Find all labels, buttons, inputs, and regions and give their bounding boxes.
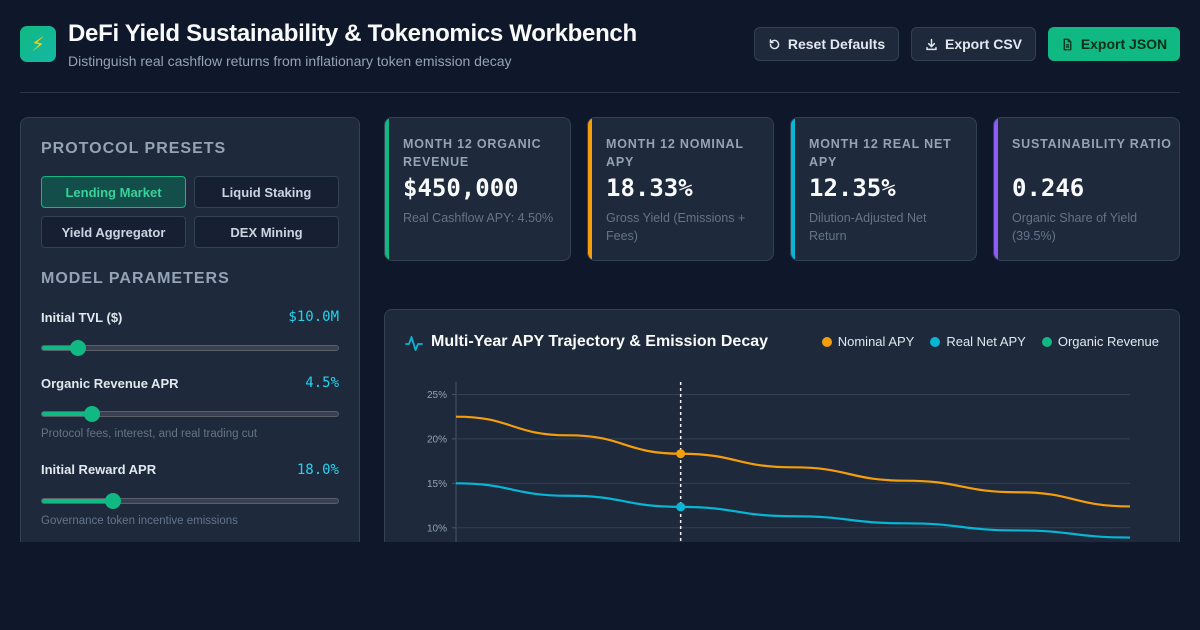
kpi-value: $450,000 — [403, 174, 519, 202]
reward-apr-value: 18.0% — [296, 462, 339, 478]
organic-revenue-value: 4.5% — [305, 375, 339, 391]
page-subtitle: Distinguish real cashflow returns from i… — [68, 53, 512, 69]
organic-revenue-slider-thumb[interactable] — [84, 406, 101, 422]
reward-apr-help: Governance token incentive emissions — [41, 515, 238, 527]
kpi-subtext: Dilution-Adjusted Net Return — [809, 211, 927, 243]
chart-legend: Nominal APY Real Net APY Organic Revenue — [821, 334, 1159, 349]
kpi-label: MONTH 12 NOMINAL APY — [606, 137, 744, 169]
tvl-label: Initial TVL ($) — [41, 310, 123, 325]
kpi-value: 12.35% — [809, 174, 896, 202]
reward-apr-slider-fill — [42, 499, 114, 503]
file-icon — [1063, 38, 1072, 50]
kpi-subtext: Real Cashflow APY: 4.50% — [403, 211, 554, 225]
y-tick-label: 10% — [427, 523, 447, 534]
tvl-slider-thumb[interactable] — [69, 340, 86, 356]
highlight-point-real-net-apy — [676, 502, 686, 512]
apy-line-chart[interactable]: 25% 20% 15% 10% — [385, 310, 1180, 549]
reset-icon — [769, 38, 780, 49]
page-background — [0, 542, 1200, 630]
download-icon — [926, 38, 937, 50]
legend-item-nominal-apy[interactable]: Nominal APY — [821, 334, 915, 349]
organic-revenue-slider-fill — [42, 412, 93, 416]
export-csv-label: Export CSV — [944, 36, 1022, 52]
series-line-real-net-apy — [455, 482, 1131, 539]
kpi-accent-bar — [385, 118, 389, 260]
export-json-label: Export JSON — [1080, 36, 1168, 52]
organic-revenue-label: Organic Revenue APR — [41, 376, 179, 391]
tvl-slider[interactable] — [41, 340, 339, 356]
organic-revenue-help: Protocol fees, interest, and real tradin… — [41, 428, 258, 440]
y-tick-label: 15% — [427, 479, 447, 490]
preset-liquid-staking[interactable]: Liquid Staking — [194, 176, 339, 208]
legend-item-real-net-apy[interactable]: Real Net APY — [930, 334, 1026, 349]
legend-label: Nominal APY — [837, 334, 915, 349]
activity-icon — [405, 336, 423, 351]
reset-defaults-button[interactable]: Reset Defaults — [754, 27, 899, 61]
kpi-label: MONTH 12 REAL NET APY — [809, 137, 952, 169]
kpi-subtext: Gross Yield (Emissions + Fees) — [606, 211, 746, 243]
organic-revenue-slider[interactable] — [41, 406, 339, 422]
chart-title: Multi-Year APY Trajectory & Emission Dec… — [431, 333, 769, 350]
legend-item-organic-revenue[interactable]: Organic Revenue — [1041, 334, 1159, 349]
parameters-section-title: MODEL PARAMETERS — [41, 270, 230, 287]
highlight-point-nominal-apy — [676, 449, 686, 459]
kpi-value: 18.33% — [606, 174, 693, 202]
export-csv-button[interactable]: Export CSV — [911, 27, 1036, 61]
export-json-button[interactable]: Export JSON — [1048, 27, 1180, 61]
kpi-accent-bar — [588, 118, 592, 260]
y-tick-label: 20% — [427, 434, 447, 445]
legend-label: Real Net APY — [946, 334, 1026, 349]
preset-dex-mining[interactable]: DEX Mining — [194, 216, 339, 248]
legend-dot — [1041, 336, 1052, 347]
reset-defaults-label: Reset Defaults — [787, 36, 886, 52]
reward-apr-slider-thumb[interactable] — [105, 493, 122, 509]
kpi-label: SUSTAINABILITY RATIO — [1012, 137, 1172, 151]
kpi-accent-bar — [994, 118, 998, 260]
preset-yield-aggregator[interactable]: Yield Aggregator — [41, 216, 186, 248]
lightning-icon: ⚡ — [20, 26, 56, 62]
kpi-card-nominal-apy: MONTH 12 NOMINAL APY 18.33% Gross Yield … — [587, 117, 774, 261]
legend-dot — [821, 336, 832, 347]
tvl-value: $10.0M — [288, 309, 339, 325]
controls-sidebar: PROTOCOL PRESETS Lending Market Liquid S… — [20, 117, 360, 547]
legend-dot — [930, 336, 941, 347]
preset-lending-market[interactable]: Lending Market — [41, 176, 186, 208]
tvl-slider-fill — [42, 346, 78, 350]
apy-chart-panel: Multi-Year APY Trajectory & Emission Dec… — [384, 309, 1180, 549]
kpi-accent-bar — [791, 118, 795, 260]
reward-apr-slider[interactable] — [41, 493, 339, 509]
kpi-card-sustainability-ratio: SUSTAINABILITY RATIO 0.246 Organic Share… — [993, 117, 1180, 261]
kpi-value: 0.246 — [1012, 174, 1085, 202]
kpi-card-organic-revenue: MONTH 12 ORGANIC REVENUE $450,000 Real C… — [384, 117, 571, 261]
reward-apr-label: Initial Reward APR — [41, 462, 157, 477]
series-line-nominal-apy — [455, 415, 1131, 508]
kpi-label: MONTH 12 ORGANIC REVENUE — [403, 137, 542, 169]
app-header: ⚡ DeFi Yield Sustainability & Tokenomics… — [20, 18, 1180, 93]
presets-section-title: PROTOCOL PRESETS — [41, 140, 227, 157]
legend-label: Organic Revenue — [1057, 334, 1159, 349]
kpi-card-real-net-apy: MONTH 12 REAL NET APY 12.35% Dilution-Ad… — [790, 117, 977, 261]
page-title: DeFi Yield Sustainability & Tokenomics W… — [68, 20, 637, 47]
kpi-subtext: Organic Share of Yield (39.5%) — [1012, 211, 1138, 243]
y-tick-label: 25% — [427, 390, 447, 401]
